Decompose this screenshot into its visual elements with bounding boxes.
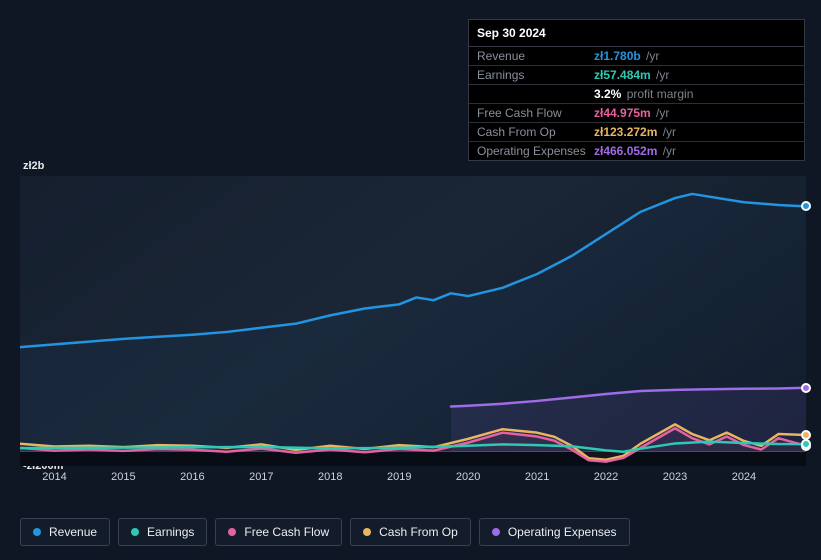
tooltip-suffix: /yr [653,68,670,82]
chart-tooltip: Sep 30 2024 Revenuezł1.780b /yrEarningsz… [468,19,805,161]
end-marker-revenue [801,201,811,211]
tooltip-suffix: profit margin [623,87,693,101]
end-marker-earnings [801,439,811,449]
x-axis-label: 2017 [249,471,273,483]
legend-label: Cash From Op [379,525,458,539]
tooltip-value-wrap: zł1.780b /yr [594,49,659,63]
y-axis-label: zł2b [23,160,44,172]
legend-item-operating-expenses[interactable]: Operating Expenses [479,518,630,546]
tooltip-suffix: /yr [659,144,676,158]
legend-item-free-cash-flow[interactable]: Free Cash Flow [215,518,342,546]
x-axis-label: 2015 [111,471,135,483]
legend-swatch-icon [363,528,371,536]
legend-item-revenue[interactable]: Revenue [20,518,110,546]
tooltip-label: Earnings [477,68,594,82]
tooltip-suffix: /yr [643,49,660,63]
tooltip-date: Sep 30 2024 [469,20,804,47]
tooltip-value: 3.2% [594,87,621,101]
financial-chart: zł2bzł0-zł200m 2014201520162017201820192… [20,160,806,475]
tooltip-value-wrap: zł44.975m /yr [594,106,669,120]
legend-label: Revenue [49,525,97,539]
tooltip-label [477,87,594,101]
tooltip-label: Cash From Op [477,125,594,139]
tooltip-value-wrap: zł466.052m /yr [594,144,676,158]
tooltip-suffix: /yr [653,106,670,120]
plot-area[interactable] [20,176,806,452]
tooltip-value: zł466.052m [594,144,657,158]
tooltip-row: Earningszł57.484m /yr [469,66,804,85]
legend-item-earnings[interactable]: Earnings [118,518,207,546]
x-axis-label: 2024 [732,471,756,483]
x-axis-label: 2020 [456,471,480,483]
x-axis-label: 2019 [387,471,411,483]
legend-label: Earnings [147,525,194,539]
end-marker-operating-expenses [801,383,811,393]
tooltip-value: zł123.272m [594,125,657,139]
tooltip-value-wrap: zł57.484m /yr [594,68,669,82]
x-axis-label: 2018 [318,471,342,483]
tooltip-row: 3.2% profit margin [469,85,804,104]
legend-swatch-icon [228,528,236,536]
tooltip-suffix: /yr [659,125,676,139]
tooltip-label: Free Cash Flow [477,106,594,120]
negative-band [20,452,806,466]
legend-swatch-icon [33,528,41,536]
chart-legend: Revenue Earnings Free Cash Flow Cash From O… [20,518,630,546]
legend-swatch-icon [492,528,500,536]
tooltip-label: Revenue [477,49,594,63]
legend-label: Operating Expenses [508,525,617,539]
tooltip-row: Cash From Opzł123.272m /yr [469,123,804,142]
legend-label: Free Cash Flow [244,525,329,539]
tooltip-value-wrap: 3.2% profit margin [594,87,693,101]
tooltip-value: zł1.780b [594,49,641,63]
x-axis-label: 2014 [42,471,66,483]
tooltip-label: Operating Expenses [477,144,594,158]
x-axis-label: 2023 [663,471,687,483]
tooltip-value-wrap: zł123.272m /yr [594,125,676,139]
x-axis-label: 2021 [525,471,549,483]
tooltip-row: Free Cash Flowzł44.975m /yr [469,104,804,123]
x-axis: 2014 2015 2016 2017 2018 2019 2020 2021 2022 2023… [20,471,806,491]
x-axis-label: 2022 [594,471,618,483]
legend-item-cash-from-op[interactable]: Cash From Op [350,518,471,546]
tooltip-value: zł57.484m [594,68,651,82]
tooltip-value: zł44.975m [594,106,651,120]
tooltip-row: Revenuezł1.780b /yr [469,47,804,66]
x-axis-label: 2016 [180,471,204,483]
tooltip-row: Operating Expenseszł466.052m /yr [469,142,804,160]
legend-swatch-icon [131,528,139,536]
